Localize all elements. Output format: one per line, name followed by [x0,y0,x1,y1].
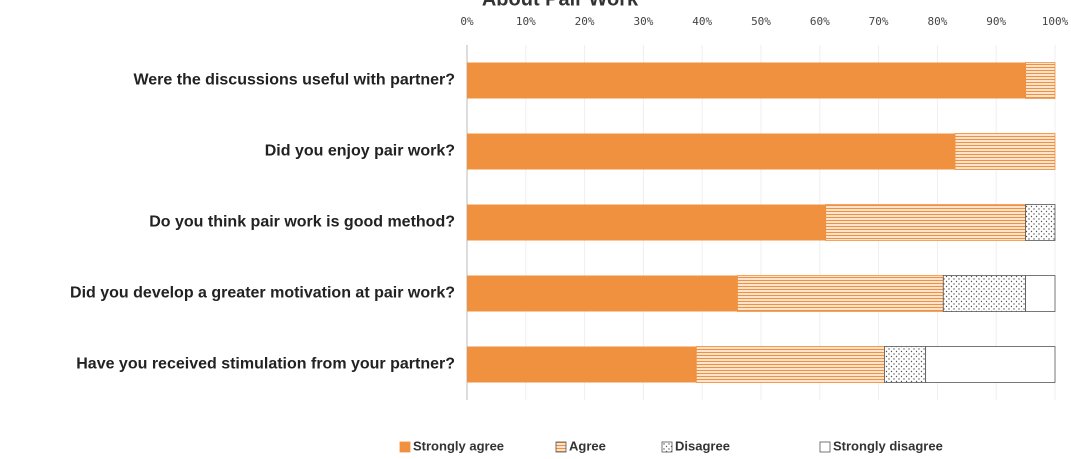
x-tick-label: 0% [460,15,474,28]
legend-label: Strongly agree [413,438,504,453]
bar-segment [1025,275,1056,312]
x-tick-label: 20% [575,15,595,28]
bar-segment [737,275,944,312]
legend-label: Strongly disagree [833,438,943,453]
category-label: Did you develop a greater motivation at … [70,285,455,302]
bar-segment [467,275,738,312]
category-label: Have you received stimulation from your … [76,356,455,373]
legend-swatch [555,441,567,453]
bar-segment [925,346,1056,383]
x-tick-label: 10% [516,15,536,28]
x-tick-label: 30% [633,15,653,28]
bar-segment [695,346,885,383]
bar-segment [884,346,927,383]
legend-swatch [819,441,831,453]
chart-title: About Pair Work [482,0,639,10]
bar-segment [942,275,1027,312]
legend-swatch [661,441,673,453]
bar-segment [825,204,1026,241]
bar-segment [1025,204,1056,241]
legend-label: Agree [569,438,606,453]
x-tick-label: 90% [986,15,1006,28]
x-tick-label: 70% [869,15,889,28]
x-tick-label: 50% [751,15,771,28]
x-tick-label: 100% [1042,15,1069,28]
legend-swatch [399,441,411,453]
category-label: Do you think pair work is good method? [149,214,455,231]
bar-segment [467,133,956,170]
bar-segment [467,346,697,383]
x-tick-label: 80% [927,15,947,28]
bar-segment [1025,62,1056,99]
bar-segment [954,133,1056,170]
bar-segment [467,204,826,241]
legend-label: Disagree [675,438,730,453]
category-label: Did you enjoy pair work? [265,143,455,160]
x-tick-label: 60% [810,15,830,28]
category-label: Were the discussions useful with partner… [133,72,455,89]
bar-segment [467,62,1026,99]
x-tick-label: 40% [692,15,712,28]
